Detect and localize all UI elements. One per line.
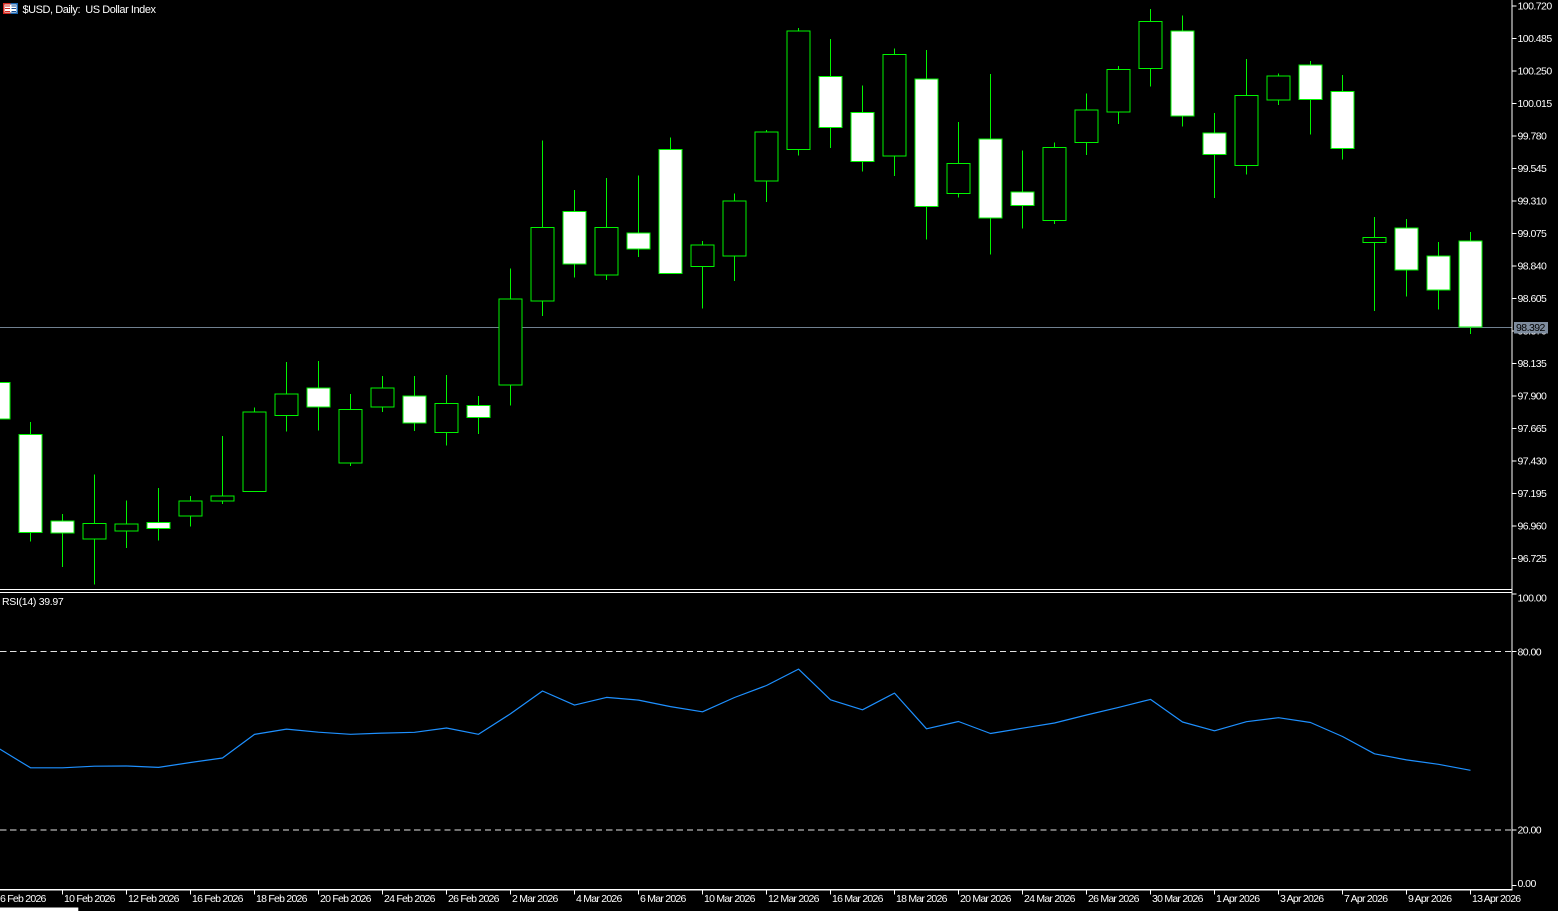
svg-text:97.195: 97.195 [1518, 488, 1548, 500]
svg-text:26 Feb 2026: 26 Feb 2026 [448, 893, 500, 905]
svg-text:12 Mar 2026: 12 Mar 2026 [768, 893, 820, 905]
svg-text:97.900: 97.900 [1518, 391, 1548, 403]
svg-text:100.00: 100.00 [1518, 593, 1548, 605]
svg-text:100.485: 100.485 [1518, 33, 1553, 45]
svg-text:20 Feb 2026: 20 Feb 2026 [320, 893, 372, 905]
svg-text:3 Apr 2026: 3 Apr 2026 [1280, 893, 1324, 905]
svg-text:13 Apr 2026: 13 Apr 2026 [1472, 893, 1521, 905]
svg-text:24 Feb 2026: 24 Feb 2026 [384, 893, 436, 905]
svg-text:100.015: 100.015 [1518, 98, 1553, 110]
svg-text:24 Mar 2026: 24 Mar 2026 [1024, 893, 1076, 905]
svg-text:20 Mar 2026: 20 Mar 2026 [960, 893, 1012, 905]
svg-text:RSI(14) 39.97: RSI(14) 39.97 [2, 596, 64, 608]
svg-text:0.00: 0.00 [1518, 878, 1537, 890]
svg-text:16 Feb 2026: 16 Feb 2026 [192, 893, 244, 905]
svg-text:99.545: 99.545 [1518, 163, 1548, 175]
svg-text:2 Mar 2026: 2 Mar 2026 [512, 893, 559, 905]
svg-text:7 Apr 2026: 7 Apr 2026 [1344, 893, 1388, 905]
svg-text:98.135: 98.135 [1518, 358, 1548, 370]
svg-text:20.00: 20.00 [1518, 825, 1542, 837]
svg-text:96.725: 96.725 [1518, 553, 1548, 565]
svg-text:30 Mar 2026: 30 Mar 2026 [1152, 893, 1204, 905]
svg-text:10 Mar 2026: 10 Mar 2026 [704, 893, 756, 905]
svg-text:12 Feb 2026: 12 Feb 2026 [128, 893, 180, 905]
svg-text:$USD, Daily: US Dollar Index: $USD, Daily: US Dollar Index [23, 4, 157, 16]
svg-text:98.840: 98.840 [1518, 261, 1548, 273]
svg-text:100.250: 100.250 [1518, 66, 1553, 78]
svg-text:6 Mar 2026: 6 Mar 2026 [640, 893, 687, 905]
svg-text:100.720: 100.720 [1518, 1, 1553, 13]
svg-text:1 Apr 2026: 1 Apr 2026 [1216, 893, 1260, 905]
svg-text:99.075: 99.075 [1518, 228, 1548, 240]
svg-text:18 Feb 2026: 18 Feb 2026 [256, 893, 308, 905]
svg-text:10 Feb 2026: 10 Feb 2026 [64, 893, 116, 905]
svg-text:9 Apr 2026: 9 Apr 2026 [1408, 893, 1452, 905]
svg-text:6 Feb 2026: 6 Feb 2026 [0, 893, 47, 905]
svg-text:97.665: 97.665 [1518, 423, 1548, 435]
svg-text:80.00: 80.00 [1518, 646, 1542, 658]
svg-text:99.780: 99.780 [1518, 131, 1548, 143]
svg-text:97.430: 97.430 [1518, 456, 1548, 468]
svg-text:98.605: 98.605 [1518, 293, 1548, 305]
svg-text:99.310: 99.310 [1518, 196, 1548, 208]
svg-text:96.960: 96.960 [1518, 521, 1548, 533]
svg-text:16 Mar 2026: 16 Mar 2026 [832, 893, 884, 905]
svg-text:4 Mar 2026: 4 Mar 2026 [576, 893, 623, 905]
svg-text:18 Mar 2026: 18 Mar 2026 [896, 893, 948, 905]
svg-text:26 Mar 2026: 26 Mar 2026 [1088, 893, 1140, 905]
svg-text:98.392: 98.392 [1516, 322, 1546, 334]
